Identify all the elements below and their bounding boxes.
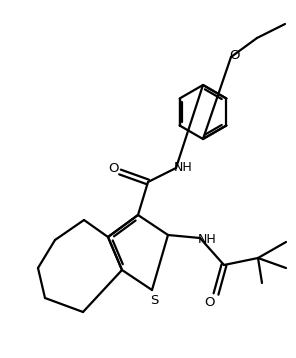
Text: O: O	[230, 48, 240, 62]
Text: NH: NH	[198, 232, 216, 246]
Text: O: O	[205, 295, 215, 309]
Text: O: O	[109, 161, 119, 174]
Text: NH: NH	[174, 160, 192, 174]
Text: S: S	[150, 295, 158, 308]
